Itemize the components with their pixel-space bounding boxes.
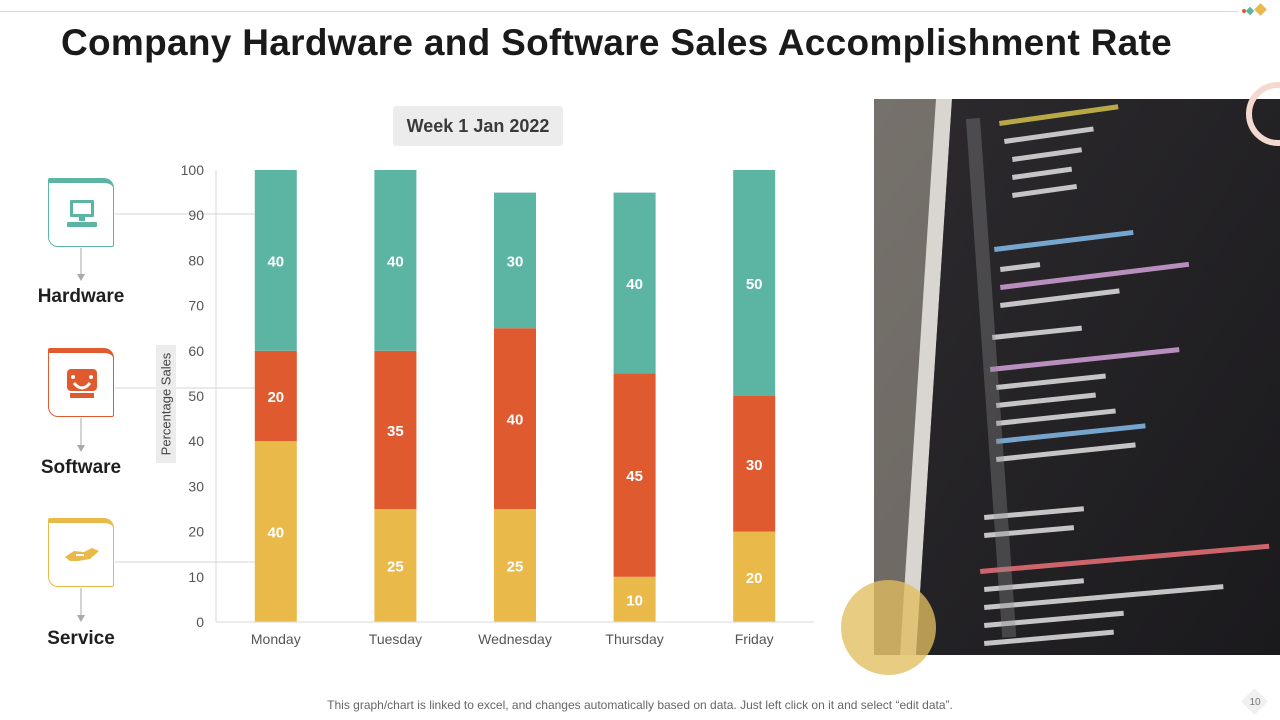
software-icon — [67, 369, 97, 398]
bar-value-label: 30 — [746, 457, 763, 474]
slide-title: Company Hardware and Software Sales Acco… — [61, 22, 1173, 63]
bar-segment-service[interactable] — [733, 531, 776, 622]
corner-diamond-decoration — [1242, 3, 1267, 16]
top-divider-line — [0, 11, 1238, 12]
bar-value-label: 45 — [626, 468, 643, 485]
bar-value-label: 25 — [507, 559, 524, 576]
bar-segment-software[interactable] — [374, 350, 417, 509]
bar-segment-service[interactable] — [254, 441, 297, 622]
x-axis: Monday Tuesday Wednesday Thursday Friday — [216, 621, 814, 647]
bar-value-label: 30 — [507, 253, 524, 270]
y-tick-label: 60 — [188, 343, 204, 359]
bar-value-label: 40 — [387, 253, 404, 270]
handshake-icon — [65, 548, 99, 561]
bar-value-label: 10 — [626, 592, 643, 609]
bar-value-label: 20 — [267, 389, 284, 406]
bar-segment-service[interactable] — [613, 576, 656, 622]
category-connector-lines — [115, 213, 255, 563]
y-tick-label: 100 — [181, 162, 205, 178]
y-axis-label: Percentage Sales — [158, 352, 174, 456]
y-tick-label: 10 — [188, 569, 204, 585]
category-flow-arrows — [77, 248, 85, 622]
x-tick-label: Thursday — [605, 631, 663, 647]
chart-title: Week 1 Jan 2022 — [393, 106, 563, 146]
y-tick-label: 30 — [188, 478, 204, 494]
bar-value-label: 40 — [267, 525, 284, 542]
bar-segment-hardware[interactable] — [374, 170, 417, 351]
y-axis: 0 10 20 30 40 50 60 70 80 90 100 — [181, 162, 217, 630]
x-tick-label: Friday — [735, 631, 774, 647]
bar-segment-service[interactable] — [494, 509, 536, 622]
bar-segment-hardware[interactable] — [613, 192, 656, 374]
bar-segment-hardware[interactable] — [254, 170, 297, 351]
bar-value-label: 50 — [746, 276, 763, 293]
bar-value-label: 40 — [507, 412, 524, 429]
y-tick-label: 40 — [188, 433, 204, 449]
computer-icon — [67, 200, 97, 227]
bar-segment-software[interactable] — [254, 350, 297, 442]
bar-value-label: 35 — [387, 423, 404, 440]
hardware-icon-box — [48, 178, 114, 247]
bar-value-label: 20 — [746, 570, 763, 587]
x-tick-label: Wednesday — [478, 631, 552, 647]
bar-value-label: 40 — [626, 276, 643, 293]
y-tick-label: 50 — [188, 388, 204, 404]
bar-segment-software[interactable] — [613, 373, 656, 577]
y-tick-label: 80 — [188, 252, 204, 268]
y-tick-label: 20 — [188, 524, 204, 540]
y-tick-label: 90 — [188, 207, 204, 223]
bar-segment-software[interactable] — [733, 396, 776, 532]
x-tick-label: Monday — [251, 631, 301, 647]
bar-value-label: 40 — [267, 253, 284, 270]
stacked-bar-chart[interactable]: 0 10 20 30 40 50 60 70 80 90 100 40 20 40 25 35 40 25 40 3… — [0, 0, 860, 660]
bar-segment-hardware[interactable] — [733, 170, 776, 396]
footnote-text: This graph/chart is linked to excel, and… — [327, 698, 953, 712]
laptop-code-photo — [874, 99, 1280, 655]
bar-series: 40 20 40 25 35 40 25 40 30 10 45 40 20 30 50 — [254, 170, 776, 622]
page-number: 10 — [1242, 689, 1268, 715]
decorative-gold-circle — [841, 580, 936, 675]
y-tick-label: 0 — [196, 614, 204, 630]
bar-segment-service[interactable] — [374, 509, 417, 622]
y-axis-label-background — [156, 345, 176, 463]
service-icon-box — [48, 518, 114, 587]
bar-segment-software[interactable] — [494, 328, 536, 509]
y-tick-label: 70 — [188, 298, 204, 314]
software-label: Software — [40, 457, 122, 478]
x-tick-label: Tuesday — [369, 631, 422, 647]
service-label: Service — [47, 628, 115, 649]
bar-segment-hardware[interactable] — [494, 192, 536, 329]
software-icon-box — [48, 348, 114, 417]
bar-value-label: 25 — [387, 559, 404, 576]
hardware-label: Hardware — [37, 286, 125, 307]
